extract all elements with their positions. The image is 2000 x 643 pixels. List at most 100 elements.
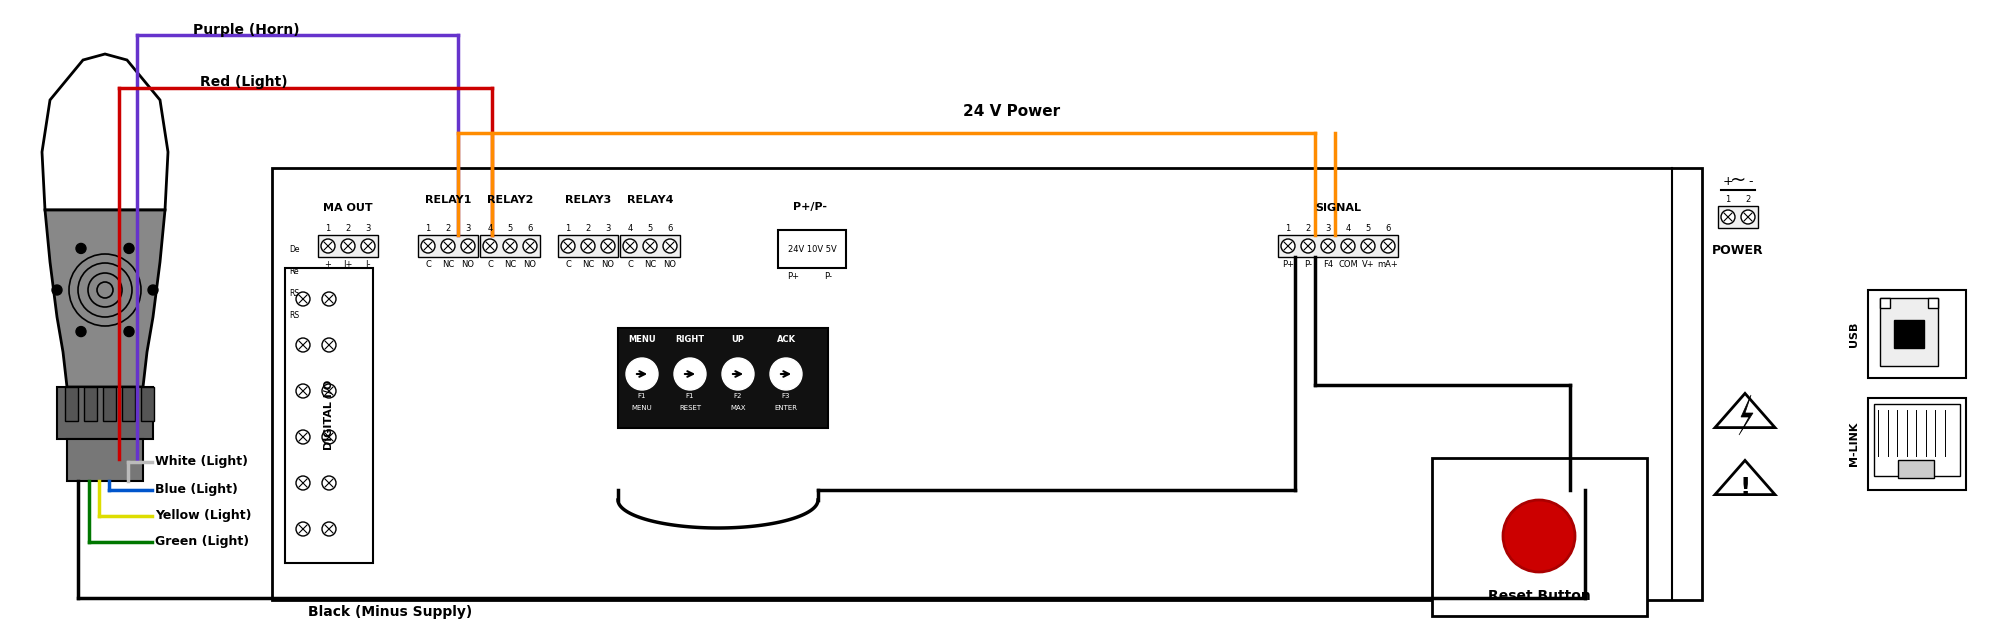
Circle shape — [296, 338, 310, 352]
Text: DIGITAL I/O: DIGITAL I/O — [324, 380, 334, 450]
Circle shape — [296, 476, 310, 490]
Text: Blue (Light): Blue (Light) — [156, 484, 238, 496]
Text: P+/P-: P+/P- — [792, 202, 828, 212]
Text: !: ! — [1740, 476, 1750, 500]
Polygon shape — [44, 210, 164, 387]
Text: NO: NO — [602, 260, 614, 269]
Text: RELAY4: RELAY4 — [626, 195, 674, 205]
Text: RELAY3: RELAY3 — [564, 195, 612, 205]
Circle shape — [1504, 500, 1576, 572]
Text: +: + — [1722, 175, 1734, 188]
Text: De: De — [288, 246, 300, 255]
Circle shape — [420, 239, 436, 253]
Polygon shape — [1880, 298, 1890, 308]
Circle shape — [322, 384, 336, 398]
Polygon shape — [1716, 460, 1776, 494]
Bar — [286, 268, 372, 563]
Text: 3: 3 — [466, 224, 470, 233]
Text: 2: 2 — [346, 224, 350, 233]
Bar — [1278, 235, 1398, 257]
Circle shape — [340, 239, 356, 253]
Text: RESET: RESET — [678, 405, 702, 411]
Bar — [272, 168, 1702, 600]
Text: 2: 2 — [1306, 224, 1310, 233]
Bar — [1868, 398, 1966, 490]
Text: C: C — [488, 260, 492, 269]
Circle shape — [504, 239, 516, 253]
Circle shape — [1380, 239, 1396, 253]
Bar — [1432, 458, 1648, 616]
Circle shape — [674, 358, 706, 390]
Text: POWER: POWER — [1712, 244, 1764, 257]
Text: Purple (Horn): Purple (Horn) — [192, 23, 300, 37]
Text: P-: P- — [1304, 260, 1312, 269]
Bar — [122, 387, 136, 421]
Bar — [318, 235, 378, 257]
Circle shape — [626, 358, 658, 390]
Text: P+: P+ — [1282, 260, 1294, 269]
Circle shape — [460, 239, 476, 253]
Circle shape — [1340, 239, 1356, 253]
Bar — [1880, 298, 1938, 366]
Bar — [1898, 460, 1934, 478]
Circle shape — [322, 292, 336, 306]
Text: 1: 1 — [1286, 224, 1290, 233]
Circle shape — [600, 239, 616, 253]
Circle shape — [560, 239, 576, 253]
Text: F2: F2 — [734, 393, 742, 399]
Text: 4: 4 — [1346, 224, 1350, 233]
Text: F4: F4 — [1322, 260, 1334, 269]
Text: F3: F3 — [782, 393, 790, 399]
Text: 24 V Power: 24 V Power — [964, 105, 1060, 120]
Polygon shape — [1740, 395, 1752, 435]
Text: NO: NO — [664, 260, 676, 269]
Text: UP: UP — [732, 335, 744, 344]
Text: Green (Light): Green (Light) — [156, 536, 250, 548]
Circle shape — [296, 522, 310, 536]
Text: 3: 3 — [366, 224, 370, 233]
Text: Black (Minus Supply): Black (Minus Supply) — [308, 605, 472, 619]
Bar — [1894, 320, 1924, 348]
Text: 5: 5 — [1366, 224, 1370, 233]
Text: RIGHT: RIGHT — [676, 335, 704, 344]
Text: NC: NC — [442, 260, 454, 269]
Text: 2: 2 — [1746, 195, 1750, 204]
Circle shape — [1320, 239, 1336, 253]
Circle shape — [76, 244, 86, 253]
Text: 6: 6 — [528, 224, 532, 233]
Text: NC: NC — [582, 260, 594, 269]
Text: ENTER: ENTER — [774, 405, 798, 411]
Bar — [68, 439, 144, 481]
Bar — [104, 387, 116, 421]
Text: NO: NO — [524, 260, 536, 269]
Bar — [56, 387, 152, 439]
Circle shape — [1740, 210, 1756, 224]
Circle shape — [322, 476, 336, 490]
Circle shape — [124, 244, 134, 253]
Circle shape — [322, 430, 336, 444]
Text: F1: F1 — [686, 393, 694, 399]
Text: RS: RS — [288, 289, 300, 298]
Text: P-: P- — [824, 272, 832, 281]
Circle shape — [296, 292, 310, 306]
Text: F1: F1 — [638, 393, 646, 399]
Text: USB: USB — [1848, 322, 1860, 347]
Text: V+: V+ — [1362, 260, 1374, 269]
Text: MAX: MAX — [730, 405, 746, 411]
Text: 3: 3 — [1326, 224, 1330, 233]
Circle shape — [76, 327, 86, 336]
Circle shape — [644, 239, 656, 253]
Text: Reset Button: Reset Button — [1488, 589, 1590, 603]
Text: 1: 1 — [426, 224, 430, 233]
Text: P+: P+ — [788, 272, 800, 281]
Text: MENU: MENU — [632, 405, 652, 411]
Circle shape — [1360, 239, 1376, 253]
Circle shape — [296, 384, 310, 398]
Text: COM: COM — [1338, 260, 1358, 269]
Polygon shape — [42, 54, 168, 210]
Bar — [620, 235, 680, 257]
Circle shape — [1280, 239, 1296, 253]
Text: 1: 1 — [326, 224, 330, 233]
Text: 2: 2 — [446, 224, 450, 233]
Text: 6: 6 — [668, 224, 672, 233]
